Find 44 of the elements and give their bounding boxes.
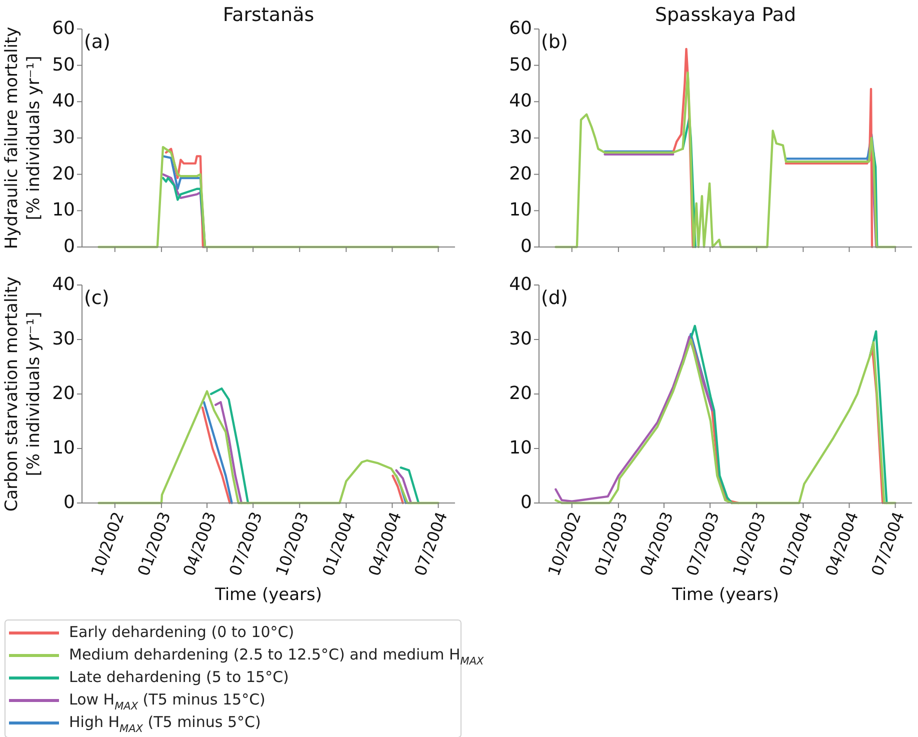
legend-label: Medium dehardening (2.5 to 12.5°C) and medium H$_{MAX}$ [69, 646, 485, 668]
y-tick-label: 10 [52, 200, 75, 221]
y-tick-label: 20 [509, 382, 532, 404]
y-tick-label: 40 [509, 90, 532, 112]
annotation: (d) [541, 287, 568, 309]
y-axis-title: Hydraulic failure mortality [% individuals yr⁻¹] [2, 26, 44, 250]
y-tick-label: 50 [52, 54, 75, 76]
y-tick-label: 40 [509, 274, 532, 295]
y-tick-label: 40 [52, 274, 75, 295]
y-tick-label: 20 [52, 382, 75, 404]
y-tick-label: 0 [64, 236, 75, 257]
y-tick-label: 60 [509, 18, 532, 39]
legend-label: High H$_{MAX}$ (T5 minus 5°C) [69, 713, 261, 735]
annotation: (a) [84, 31, 110, 53]
y-tick-label: 10 [52, 437, 75, 458]
y-tick-label: 30 [509, 126, 532, 148]
line-series [98, 146, 440, 248]
annotation: (c) [84, 287, 110, 309]
y-tick-label: 0 [520, 236, 532, 257]
legend-label: Early dehardening (0 to 10°C) [69, 623, 294, 642]
y-tick-label: 20 [509, 163, 532, 184]
annotation: (b) [541, 31, 568, 53]
y-tick-label: 50 [509, 54, 532, 76]
y-tick-label: 30 [52, 328, 75, 350]
y-axis-title: Carbon starvation mortality [% individuals yr⁻¹] [2, 276, 44, 512]
y-tick-label: 0 [520, 492, 532, 513]
legend-label: Late dehardening (5 to 15°C) [69, 668, 289, 686]
y-tick-label: 10 [509, 200, 532, 221]
legend-label: Low H$_{MAX}$ (T5 minus 15°C) [69, 690, 266, 712]
y-tick-label: 40 [52, 90, 75, 112]
y-tick-label: 30 [52, 126, 75, 148]
chart-title: Farstanäs [222, 4, 314, 26]
x-axis-title: Time (years) [214, 585, 322, 605]
y-tick-label: 60 [52, 18, 75, 39]
y-tick-label: 10 [509, 437, 532, 458]
y-tick-label: 20 [52, 163, 75, 184]
chart-title: Spasskaya Pad [654, 4, 796, 26]
x-axis-title: Time (years) [670, 585, 780, 605]
line-series [554, 338, 896, 504]
line-series [554, 336, 714, 502]
y-tick-label: 30 [509, 328, 532, 350]
y-tick-label: 0 [64, 492, 75, 513]
line-series [554, 72, 896, 248]
line-series [98, 390, 440, 504]
